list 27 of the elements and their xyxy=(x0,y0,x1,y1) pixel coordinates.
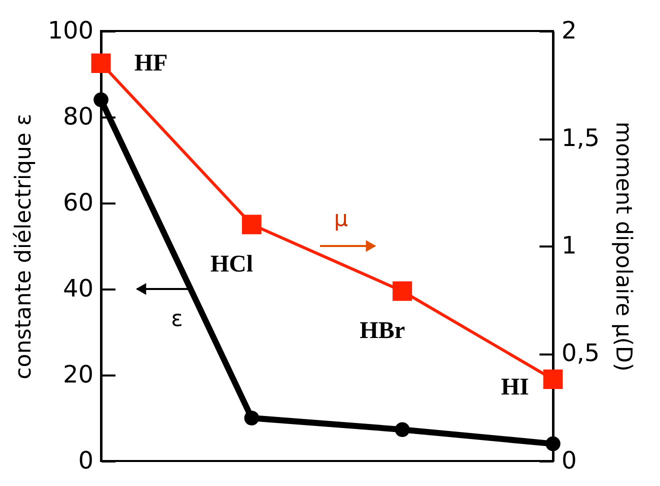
y2-tick-label: 0 xyxy=(562,446,577,474)
point xyxy=(91,54,111,73)
y2-tick-label: 1,5 xyxy=(562,124,600,152)
y2-tick-label: 0,5 xyxy=(562,339,600,367)
point xyxy=(94,92,108,108)
annotation: HBr xyxy=(360,318,406,344)
point xyxy=(244,410,260,426)
y-tick-label: 60 xyxy=(62,188,94,216)
annotation: HCl xyxy=(210,252,254,278)
y2-tick-label: 1 xyxy=(562,232,577,260)
y2-tick-label: 2 xyxy=(562,16,577,44)
point xyxy=(543,370,563,390)
point xyxy=(546,436,560,452)
y2-axis-title: moment dipolaire μ(D) xyxy=(610,122,636,372)
annotation: ε xyxy=(171,307,183,332)
point xyxy=(242,214,262,234)
y-tick-label: 80 xyxy=(62,102,94,130)
y-tick-label: 20 xyxy=(62,360,94,388)
point xyxy=(394,422,410,438)
annotation: μ xyxy=(334,207,348,232)
annotation: HI xyxy=(500,374,530,400)
y-axis-title: constante diélectrique ε xyxy=(12,114,37,380)
point xyxy=(392,281,412,301)
annotation: HF xyxy=(134,50,168,76)
y-tick-label: 0 xyxy=(78,446,94,474)
y-tick-label: 40 xyxy=(62,274,94,302)
y-tick-label: 100 xyxy=(48,16,94,44)
